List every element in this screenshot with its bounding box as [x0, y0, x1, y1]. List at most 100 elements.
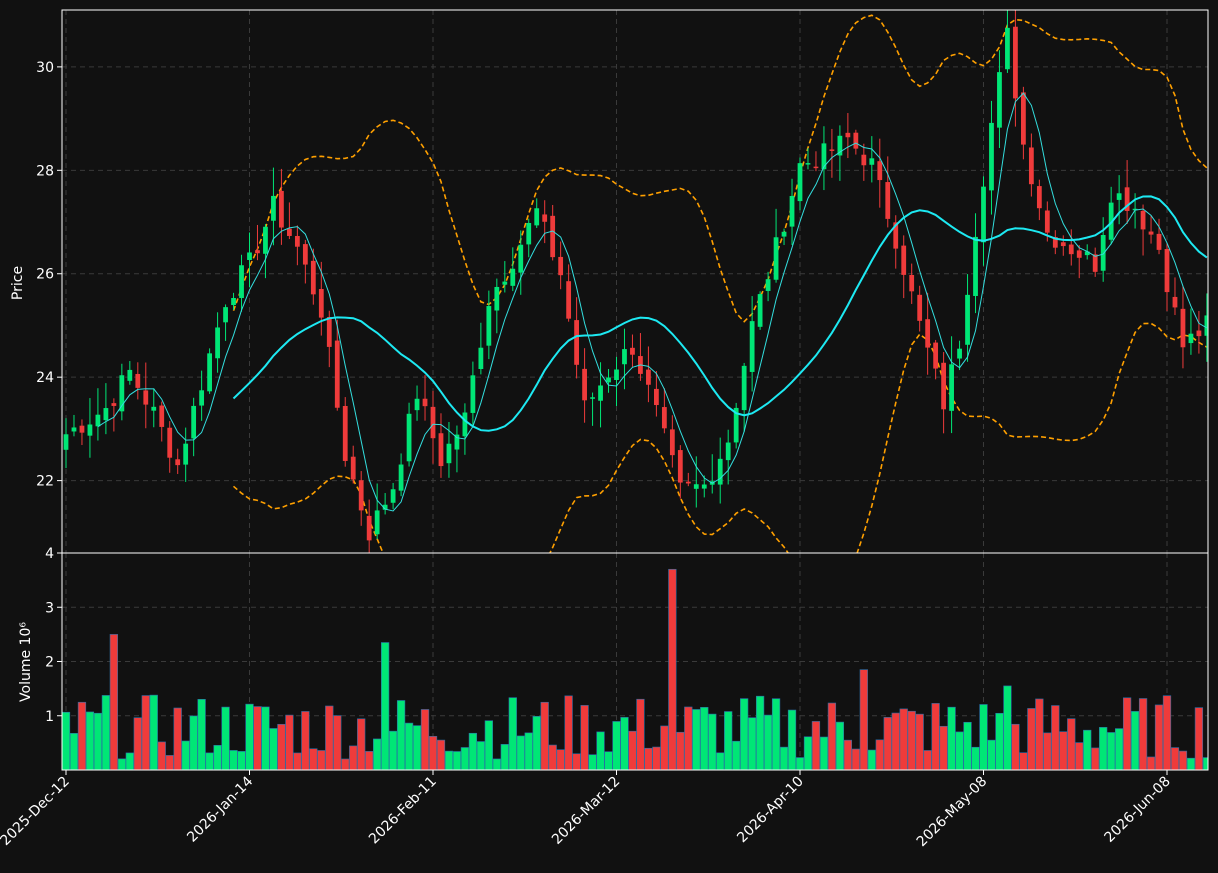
- candle-down: [646, 369, 651, 385]
- candle-up: [997, 72, 1002, 128]
- candle-down: [582, 368, 587, 401]
- volume-bar-up: [181, 740, 190, 770]
- volume-bar-down: [652, 746, 661, 770]
- volume-bar-down: [1051, 705, 1060, 770]
- candle-up: [590, 397, 595, 399]
- candle-down: [1156, 233, 1162, 250]
- candle-up: [478, 347, 484, 369]
- candle-up: [446, 443, 452, 464]
- volume-bar-down: [931, 703, 940, 770]
- volume-bar-down: [1154, 704, 1164, 770]
- volume-bar-down: [827, 702, 837, 770]
- price-y-tick-label: 30: [36, 60, 54, 76]
- candle-down: [861, 154, 867, 166]
- volume-bar-down: [684, 706, 693, 770]
- candle-down: [630, 347, 635, 355]
- volume-bar-up: [93, 712, 103, 770]
- volume-bar-down: [580, 705, 589, 770]
- volume-bar-down: [349, 745, 358, 770]
- volume-bar-up: [620, 717, 629, 770]
- candle-down: [1076, 250, 1082, 258]
- volume-bar-up: [1083, 729, 1092, 770]
- volume-bar-down: [357, 718, 366, 770]
- candle-up: [390, 489, 396, 503]
- volume-panel: 1 2 3 4 Volume 10⁶: [18, 546, 1209, 771]
- candle-up: [470, 375, 476, 413]
- volume-bar-up: [125, 752, 134, 770]
- volume-bar-down: [365, 751, 374, 770]
- volume-bar-up: [716, 752, 725, 770]
- volume-bar-up: [404, 722, 414, 770]
- volume-bar-down: [891, 712, 900, 770]
- candle-up: [1204, 315, 1208, 336]
- band-lines: [232, 14, 1208, 553]
- volume-bar-up: [1003, 685, 1012, 770]
- candle-up: [263, 226, 268, 254]
- volume-bar-down: [428, 736, 438, 770]
- candle-down: [279, 190, 284, 228]
- volume-bar-up: [987, 739, 996, 770]
- volume-y-axis-label: Volume 10⁶: [18, 622, 34, 702]
- candle-up: [223, 307, 228, 323]
- candle-up: [614, 369, 619, 381]
- volume-bar-up: [500, 744, 509, 770]
- candle-down: [1140, 210, 1146, 230]
- volume-bar-down: [556, 749, 565, 770]
- volume-bar-up: [1130, 711, 1140, 770]
- candle-down: [358, 480, 364, 511]
- candle-up: [63, 434, 69, 450]
- volume-bar-down: [1011, 723, 1020, 770]
- volume-bar-down: [883, 717, 892, 770]
- volume-bar-down: [915, 713, 924, 770]
- candle-up: [701, 484, 707, 489]
- volume-bar-down: [1067, 718, 1076, 770]
- volume-bar-down: [341, 758, 350, 770]
- volume-bar-down: [572, 753, 581, 770]
- volume-bar-up: [596, 731, 605, 770]
- volume-bar-down: [436, 739, 446, 770]
- volume-bar-down: [253, 706, 262, 770]
- volume-bar-down: [1043, 732, 1052, 770]
- candle-down: [302, 244, 308, 265]
- candle-up: [526, 222, 532, 245]
- volume-bar-up: [1202, 757, 1208, 770]
- candle-up: [534, 208, 540, 226]
- volume-bar-down: [564, 695, 573, 770]
- candle-up: [502, 281, 508, 285]
- candle-up: [414, 398, 420, 411]
- volume-bar-down: [317, 750, 326, 770]
- volume-bar-down: [843, 739, 852, 770]
- volume-bar-up: [588, 754, 597, 770]
- candle-down: [933, 342, 939, 369]
- volume-bar-down: [1027, 708, 1036, 770]
- candle-up: [271, 195, 276, 221]
- volume-bar-down: [1146, 756, 1156, 770]
- candle-down: [135, 373, 141, 388]
- volume-bar-up: [708, 713, 717, 770]
- candle-up: [374, 510, 380, 535]
- candle-down: [574, 320, 580, 365]
- candle-down: [685, 481, 691, 484]
- candle-down: [909, 274, 915, 292]
- candle-up: [989, 122, 994, 191]
- volume-bar-down: [1162, 695, 1172, 770]
- candle-up: [510, 268, 516, 286]
- volume-bar-up: [197, 699, 206, 770]
- candle-up: [191, 405, 197, 439]
- candle-up: [1005, 27, 1010, 70]
- candle-up: [749, 321, 755, 372]
- volume-bar-up: [803, 736, 813, 770]
- candle-down: [550, 215, 556, 258]
- candle-up: [1132, 208, 1138, 211]
- candle-down: [1068, 244, 1074, 255]
- candle-down: [438, 433, 444, 467]
- candle-down: [111, 403, 117, 406]
- candle-down: [925, 319, 931, 348]
- volume-bar-up: [213, 745, 222, 770]
- volume-bar-up: [1186, 757, 1196, 770]
- volume-y-ticks: 1 2 3 4: [45, 546, 62, 725]
- candle-up: [973, 236, 978, 296]
- candle-up: [1116, 193, 1122, 200]
- candle-up: [207, 353, 213, 392]
- volume-y-tick-label: 4: [45, 546, 54, 562]
